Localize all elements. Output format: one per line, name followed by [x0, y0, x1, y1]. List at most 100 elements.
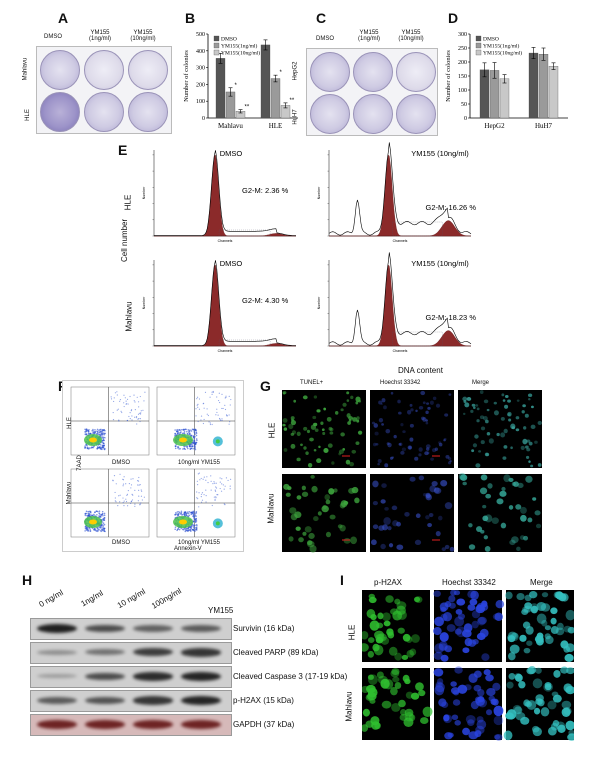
- cell-nucleus: [338, 449, 344, 455]
- event-dot: [126, 398, 129, 400]
- cell-nucleus: [329, 431, 334, 435]
- cell-nucleus: [532, 678, 543, 689]
- cell-nucleus: [384, 463, 389, 468]
- event-dot: [193, 517, 195, 520]
- event-dot: [174, 447, 177, 450]
- protein-band: [133, 720, 173, 729]
- cell-nucleus: [512, 704, 522, 714]
- cell-nucleus: [407, 445, 413, 450]
- density-peak: [89, 437, 97, 443]
- event-dot: [133, 394, 135, 396]
- event-dot: [176, 511, 179, 513]
- cell-nucleus: [484, 419, 489, 424]
- f-row-label-hle: HLE: [66, 417, 73, 429]
- cell-nucleus: [328, 426, 333, 431]
- cell-nucleus: [351, 486, 359, 494]
- event-dot: [85, 433, 88, 436]
- panel-label-h: H: [22, 572, 33, 588]
- cell-nucleus: [433, 590, 441, 597]
- event-dot: [192, 447, 194, 450]
- event-dot: [118, 420, 120, 422]
- g2m-peak: [154, 233, 296, 237]
- event-dot: [209, 423, 212, 426]
- cell-nucleus: [448, 457, 452, 460]
- cell-nucleus: [349, 462, 355, 467]
- plate-c: [306, 48, 438, 136]
- event-dot: [187, 515, 190, 518]
- event-dot: [200, 496, 202, 498]
- event-dot: [93, 513, 95, 516]
- event-dot: [84, 514, 87, 517]
- cell-nucleus: [511, 536, 519, 544]
- cell-nucleus: [385, 428, 391, 434]
- cell-nucleus: [483, 416, 488, 421]
- event-dot: [203, 494, 205, 496]
- event-dot: [176, 428, 179, 431]
- cell-nucleus: [418, 475, 425, 481]
- cell-nucleus: [301, 485, 306, 491]
- event-dot: [183, 527, 186, 530]
- cell-nucleus: [339, 502, 346, 509]
- event-dot: [195, 429, 197, 431]
- event-dot: [136, 423, 138, 425]
- event-dot: [176, 515, 179, 517]
- legend-label: YM155(1ng/ml): [221, 43, 258, 50]
- cell-nucleus: [327, 443, 333, 448]
- g2m-peak: [329, 220, 472, 237]
- cell-nucleus: [409, 403, 413, 407]
- event-dot: [103, 442, 105, 445]
- cell-nucleus: [323, 448, 329, 453]
- cell-nucleus: [381, 423, 385, 426]
- event-dot: [176, 430, 178, 432]
- event-dot: [102, 525, 104, 528]
- cell-nucleus: [447, 461, 452, 465]
- cell-nucleus: [450, 681, 457, 687]
- cell-nucleus: [367, 674, 374, 680]
- cell-nucleus: [372, 643, 380, 652]
- micro-bg: [370, 474, 454, 552]
- event-dot: [195, 432, 198, 435]
- cell-nucleus: [425, 515, 430, 520]
- cell-nucleus: [566, 667, 575, 675]
- cell-nucleus: [511, 481, 516, 487]
- histogram-plot: Channels Number DMSO G2-M: 4.30 %: [142, 259, 296, 353]
- event-dot: [101, 429, 104, 431]
- event-dot: [139, 418, 141, 420]
- cell-nucleus: [357, 430, 363, 435]
- event-dot: [184, 428, 187, 430]
- cell-nucleus: [420, 390, 426, 396]
- y-axis-label: Number of colonies: [445, 50, 452, 102]
- cell-nucleus: [510, 446, 513, 450]
- event-dot: [134, 503, 136, 505]
- cell-nucleus: [365, 684, 376, 694]
- event-dot: [200, 415, 203, 417]
- event-dot: [100, 431, 102, 434]
- cell-nucleus: [354, 497, 360, 504]
- cell-nucleus: [536, 601, 547, 611]
- cell-nucleus: [530, 424, 536, 429]
- event-dot: [135, 416, 138, 418]
- event-dot: [226, 415, 228, 417]
- event-dot: [101, 439, 104, 442]
- cell-nucleus: [320, 421, 324, 426]
- y-tick-label: 100: [458, 88, 467, 94]
- legend-swatch: [213, 42, 220, 49]
- event-dot: [129, 418, 131, 420]
- event-dot: [98, 513, 101, 515]
- cell-nucleus: [441, 701, 449, 708]
- col-label-1ng: YM155 (1ng/ml): [88, 30, 111, 42]
- cell-nucleus: [557, 724, 566, 734]
- cell-nucleus: [509, 539, 516, 546]
- event-dot: [188, 430, 190, 432]
- f-col-ym-top: 10ng/ml YM155: [178, 460, 220, 466]
- event-dot: [110, 396, 112, 398]
- event-dot: [103, 434, 105, 436]
- event-dot: [216, 396, 218, 398]
- event-dot: [180, 428, 183, 431]
- event-dot: [202, 422, 205, 425]
- event-dot: [96, 446, 99, 448]
- cell-nucleus: [362, 708, 371, 717]
- cell-nucleus: [340, 408, 344, 412]
- cell-nucleus: [536, 632, 544, 640]
- event-dot: [87, 430, 90, 433]
